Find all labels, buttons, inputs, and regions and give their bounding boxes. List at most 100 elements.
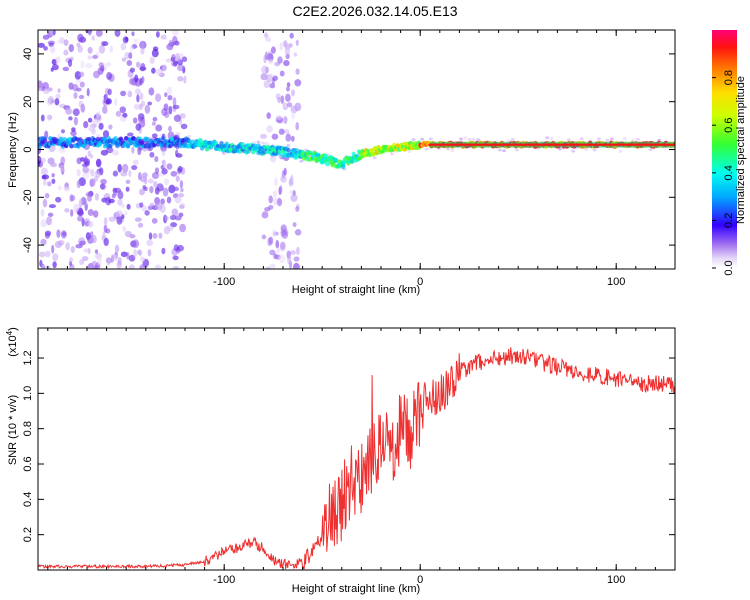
snr-y-axis-label: SNR (10 * v/v): [7, 395, 19, 465]
snr-frame: [37, 327, 676, 571]
spectrogram-cell: [294, 228, 302, 236]
spectrogram-cell: [266, 52, 274, 61]
spectrogram-cell: [268, 59, 274, 65]
spectrogram-cell: [286, 143, 291, 147]
spectrogram-cell: [129, 140, 134, 146]
spectrogram-cell: [467, 138, 472, 141]
colorbar: 0.0 0.2 0.4 0.6 0.8 Normalized spectral ampl…: [712, 30, 747, 276]
spectrogram-cell: [163, 103, 169, 112]
spectrogram-cell: [89, 153, 94, 159]
spectrogram-cell: [92, 210, 99, 218]
spectrogram-cell: [52, 261, 57, 269]
spectrogram-cell: [168, 125, 172, 132]
spectrogram-cell: [178, 212, 184, 218]
spectrogram-cell: [124, 36, 129, 42]
x-tick-label: 0: [417, 276, 423, 288]
spectrogram-cell: [407, 150, 412, 153]
spectrogram-cell: [55, 56, 61, 64]
spectrogram-cell: [296, 246, 300, 256]
spectrogram-cell: [68, 58, 73, 68]
spectrogram-cell: [103, 237, 109, 247]
spectrogram-cell: [183, 75, 187, 84]
spectrogram-cell: [295, 205, 300, 213]
spectrogram-cell: [76, 169, 81, 177]
colorbar-tick-label: 0.6: [723, 118, 735, 133]
spectrogram-cell: [286, 82, 291, 88]
spectrogram-cell: [48, 204, 56, 209]
spectrogram-cell: [420, 137, 425, 141]
spectrogram-cell: [450, 148, 455, 152]
spectrogram-cell: [160, 198, 165, 205]
spectrogram-cell: [283, 167, 287, 176]
spectrogram-cell: [82, 166, 89, 173]
spectrogram-cell: [140, 40, 145, 49]
spectrogram-cell: [471, 137, 476, 141]
spectrogram-cell: [43, 46, 48, 51]
spectrogram-cell: [103, 217, 108, 226]
tone-band-core: [430, 143, 675, 146]
spectrogram-cell: [166, 86, 173, 95]
spectrogram-cell: [139, 92, 144, 101]
spectrogram-cell: [293, 256, 300, 262]
spectrogram-cell: [134, 217, 142, 222]
spectrogram-cell: [549, 136, 554, 140]
spectrogram-cell: [69, 260, 73, 267]
spectrogram-cell: [274, 177, 278, 187]
spectrogram-cell: [177, 76, 184, 82]
spectrogram-cell: [44, 250, 51, 258]
spectrogram-marks: [38, 30, 675, 269]
spectrogram-cell: [46, 181, 52, 187]
spectrogram-cell: [109, 45, 114, 53]
spectrogram-cell: [64, 208, 70, 213]
spectrogram-cell: [293, 52, 298, 57]
spectrogram-cell: [261, 234, 267, 240]
spectrogram-cell: [94, 193, 100, 201]
spectrogram-cell: [108, 198, 115, 204]
spectrogram-cell: [69, 194, 74, 202]
spectrogram-cell: [295, 122, 299, 131]
spectrogram-cell: [174, 196, 182, 204]
spectrogram-cell: [110, 254, 115, 263]
spectrogram-cell: [156, 68, 164, 76]
spectrogram-cell: [648, 148, 653, 152]
spectrogram-cell: [219, 141, 224, 146]
colorbar-label: Normalized spectral amplitude: [735, 76, 747, 224]
spectrogram-cell: [177, 64, 185, 72]
spectrogram-cell: [179, 180, 184, 189]
spectrogram-cell: [133, 103, 140, 110]
spectrogram-cell: [295, 39, 299, 46]
spectrogram-cell: [169, 136, 175, 141]
snr-multiplier-label: (x104): [5, 327, 19, 357]
spectrogram-cell: [73, 92, 78, 99]
spectrogram-x-axis-label: Height of straight line (km): [292, 284, 420, 296]
spectrogram-cell: [114, 30, 121, 37]
spectrogram-cell: [120, 43, 127, 51]
spectrogram-cell: [261, 211, 269, 219]
spectrogram-cell: [268, 204, 274, 210]
spectrogram-cell: [137, 222, 144, 228]
spectrogram-cell: [92, 170, 96, 177]
spectrogram-cell: [286, 147, 291, 153]
spectrogram-cell: [154, 156, 159, 163]
spectrogram-cell: [42, 177, 47, 187]
spectrogram-cell: [68, 257, 74, 262]
spectrogram-cell: [65, 242, 70, 251]
spectrogram-cell: [38, 42, 45, 48]
spectrogram-cell: [127, 90, 133, 98]
spectrogram-cell: [39, 251, 46, 258]
spectrogram-cell: [173, 114, 182, 122]
spectrogram-cell: [125, 144, 131, 149]
spectrogram-cell: [76, 157, 82, 165]
spectrogram-cell: [261, 65, 268, 75]
spectrogram-cell: [63, 49, 69, 56]
spectrogram-cell: [87, 220, 94, 228]
spectrogram-cell: [101, 41, 106, 47]
spectrogram-cell: [175, 149, 179, 157]
spectrogram-cell: [278, 254, 286, 264]
y-tick-label: 0.6: [22, 456, 34, 471]
spectrogram-cell: [124, 51, 130, 60]
spectrogram-cell: [622, 136, 627, 140]
spectrogram-cell: [38, 155, 42, 164]
spectrogram-cell: [38, 83, 44, 92]
spectrogram-cell: [119, 106, 127, 114]
